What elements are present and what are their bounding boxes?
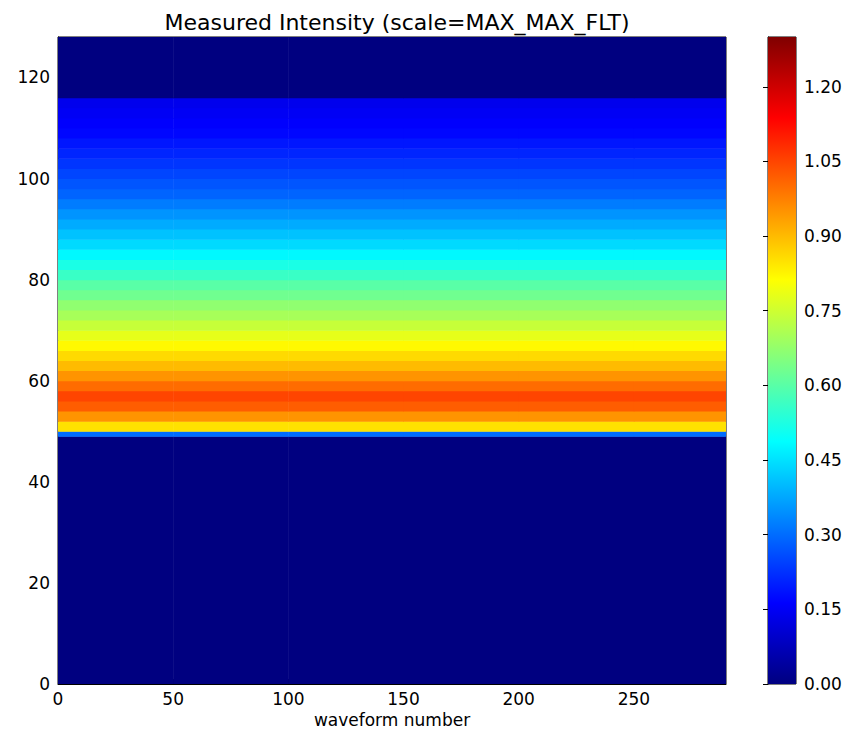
svg-text:0.45: 0.45 xyxy=(804,450,842,470)
svg-text:20: 20 xyxy=(28,573,50,593)
svg-text:100: 100 xyxy=(18,169,50,189)
svg-text:0.15: 0.15 xyxy=(804,599,842,619)
svg-text:waveform number: waveform number xyxy=(314,710,470,730)
svg-text:250: 250 xyxy=(618,689,650,709)
svg-text:1.20: 1.20 xyxy=(804,77,842,97)
svg-text:50: 50 xyxy=(162,689,184,709)
svg-text:120: 120 xyxy=(18,67,50,87)
svg-text:0.90: 0.90 xyxy=(804,226,842,246)
svg-text:40: 40 xyxy=(28,472,50,492)
svg-text:200: 200 xyxy=(502,689,534,709)
svg-text:150: 150 xyxy=(387,689,419,709)
svg-text:0: 0 xyxy=(39,674,50,694)
svg-text:0.30: 0.30 xyxy=(804,525,842,545)
svg-text:0.60: 0.60 xyxy=(804,375,842,395)
svg-text:100: 100 xyxy=(272,689,304,709)
svg-text:1.05: 1.05 xyxy=(804,151,842,171)
svg-text:Measured Intensity (scale=MAX_: Measured Intensity (scale=MAX_MAX_FLT) xyxy=(164,10,629,36)
svg-text:60: 60 xyxy=(28,371,50,391)
svg-text:0: 0 xyxy=(53,689,64,709)
svg-text:80: 80 xyxy=(28,270,50,290)
svg-text:0.00: 0.00 xyxy=(804,674,842,694)
svg-text:0.75: 0.75 xyxy=(804,301,842,321)
